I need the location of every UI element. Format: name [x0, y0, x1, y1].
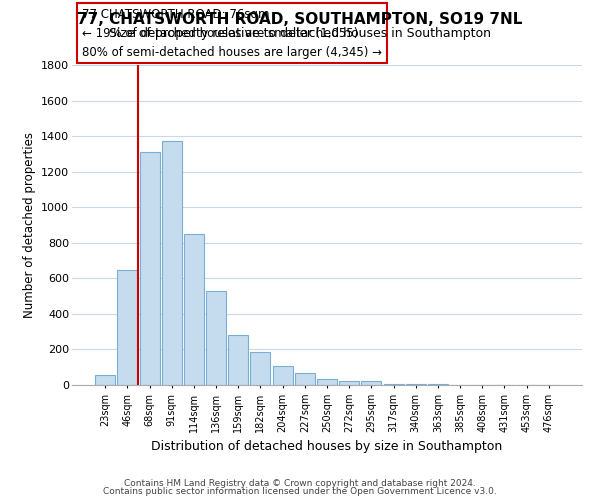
Text: Contains HM Land Registry data © Crown copyright and database right 2024.: Contains HM Land Registry data © Crown c… — [124, 478, 476, 488]
Bar — [206, 291, 226, 385]
Bar — [383, 384, 404, 385]
Text: 77, CHATSWORTH ROAD, SOUTHAMPTON, SO19 7NL: 77, CHATSWORTH ROAD, SOUTHAMPTON, SO19 7… — [77, 12, 523, 28]
X-axis label: Distribution of detached houses by size in Southampton: Distribution of detached houses by size … — [151, 440, 503, 454]
Bar — [95, 375, 115, 385]
Bar — [339, 380, 359, 385]
Bar — [184, 234, 204, 385]
Bar — [272, 366, 293, 385]
Bar — [317, 379, 337, 385]
Bar — [250, 352, 271, 385]
Text: Contains public sector information licensed under the Open Government Licence v3: Contains public sector information licen… — [103, 487, 497, 496]
Bar — [406, 384, 426, 385]
Bar — [228, 335, 248, 385]
Bar — [428, 384, 448, 385]
Text: Size of property relative to detached houses in Southampton: Size of property relative to detached ho… — [109, 28, 491, 40]
Bar — [140, 152, 160, 385]
Bar — [295, 372, 315, 385]
Bar — [162, 140, 182, 385]
Bar — [361, 382, 382, 385]
Y-axis label: Number of detached properties: Number of detached properties — [23, 132, 35, 318]
Text: 77 CHATSWORTH ROAD: 76sqm
← 19% of detached houses are smaller (1,055)
80% of se: 77 CHATSWORTH ROAD: 76sqm ← 19% of detac… — [82, 8, 382, 59]
Bar — [118, 270, 137, 385]
